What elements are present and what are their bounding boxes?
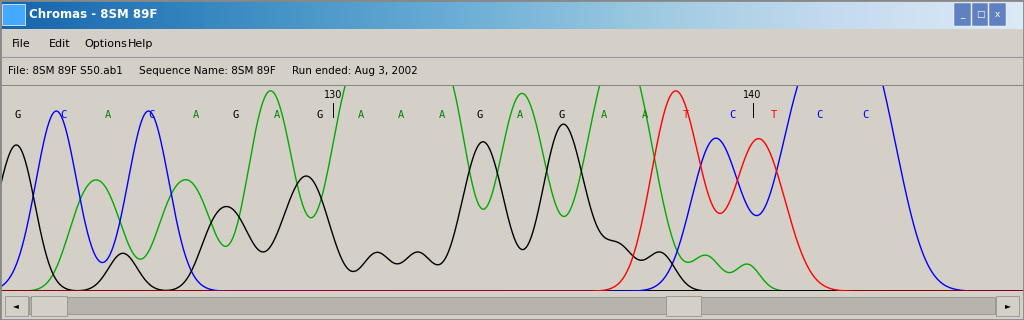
Text: Chromas - 8SM 89F: Chromas - 8SM 89F xyxy=(29,8,157,21)
Bar xyxy=(31,296,67,316)
Text: G: G xyxy=(476,110,482,120)
Text: File: 8SM 89F S50.ab1     Sequence Name: 8SM 89F     Run ended: Aug 3, 2002: File: 8SM 89F S50.ab1 Sequence Name: 8SM… xyxy=(8,67,418,76)
Bar xyxy=(2,4,25,25)
Text: File: File xyxy=(12,38,31,49)
Text: A: A xyxy=(439,110,445,120)
Text: G: G xyxy=(14,110,20,120)
Bar xyxy=(996,296,1019,316)
Text: C: C xyxy=(816,110,822,120)
Text: C: C xyxy=(729,110,735,120)
Text: C: C xyxy=(862,110,868,120)
Text: A: A xyxy=(357,110,364,120)
Text: T: T xyxy=(683,110,689,120)
Text: A: A xyxy=(601,110,607,120)
Text: Edit: Edit xyxy=(49,38,71,49)
Bar xyxy=(5,296,28,316)
Bar xyxy=(954,3,971,27)
Text: G: G xyxy=(232,110,239,120)
Text: ◄: ◄ xyxy=(13,301,19,310)
Bar xyxy=(666,296,701,316)
Text: G: G xyxy=(558,110,564,120)
Bar xyxy=(29,297,995,314)
Text: Options: Options xyxy=(84,38,127,49)
Text: A: A xyxy=(273,110,280,120)
Text: A: A xyxy=(642,110,648,120)
Text: A: A xyxy=(193,110,199,120)
Bar xyxy=(972,3,988,27)
Text: x: x xyxy=(994,10,1000,19)
Text: 130: 130 xyxy=(324,90,342,100)
Text: Help: Help xyxy=(128,38,154,49)
Text: A: A xyxy=(104,110,111,120)
Text: _: _ xyxy=(961,10,965,19)
Text: G: G xyxy=(316,110,323,120)
Text: C: C xyxy=(60,110,67,120)
Text: □: □ xyxy=(976,10,984,19)
Text: A: A xyxy=(517,110,523,120)
Text: A: A xyxy=(398,110,404,120)
Text: C: C xyxy=(148,110,155,120)
Text: 140: 140 xyxy=(743,90,762,100)
Bar xyxy=(989,3,1006,27)
Text: T: T xyxy=(771,110,777,120)
Text: ►: ► xyxy=(1005,301,1011,310)
